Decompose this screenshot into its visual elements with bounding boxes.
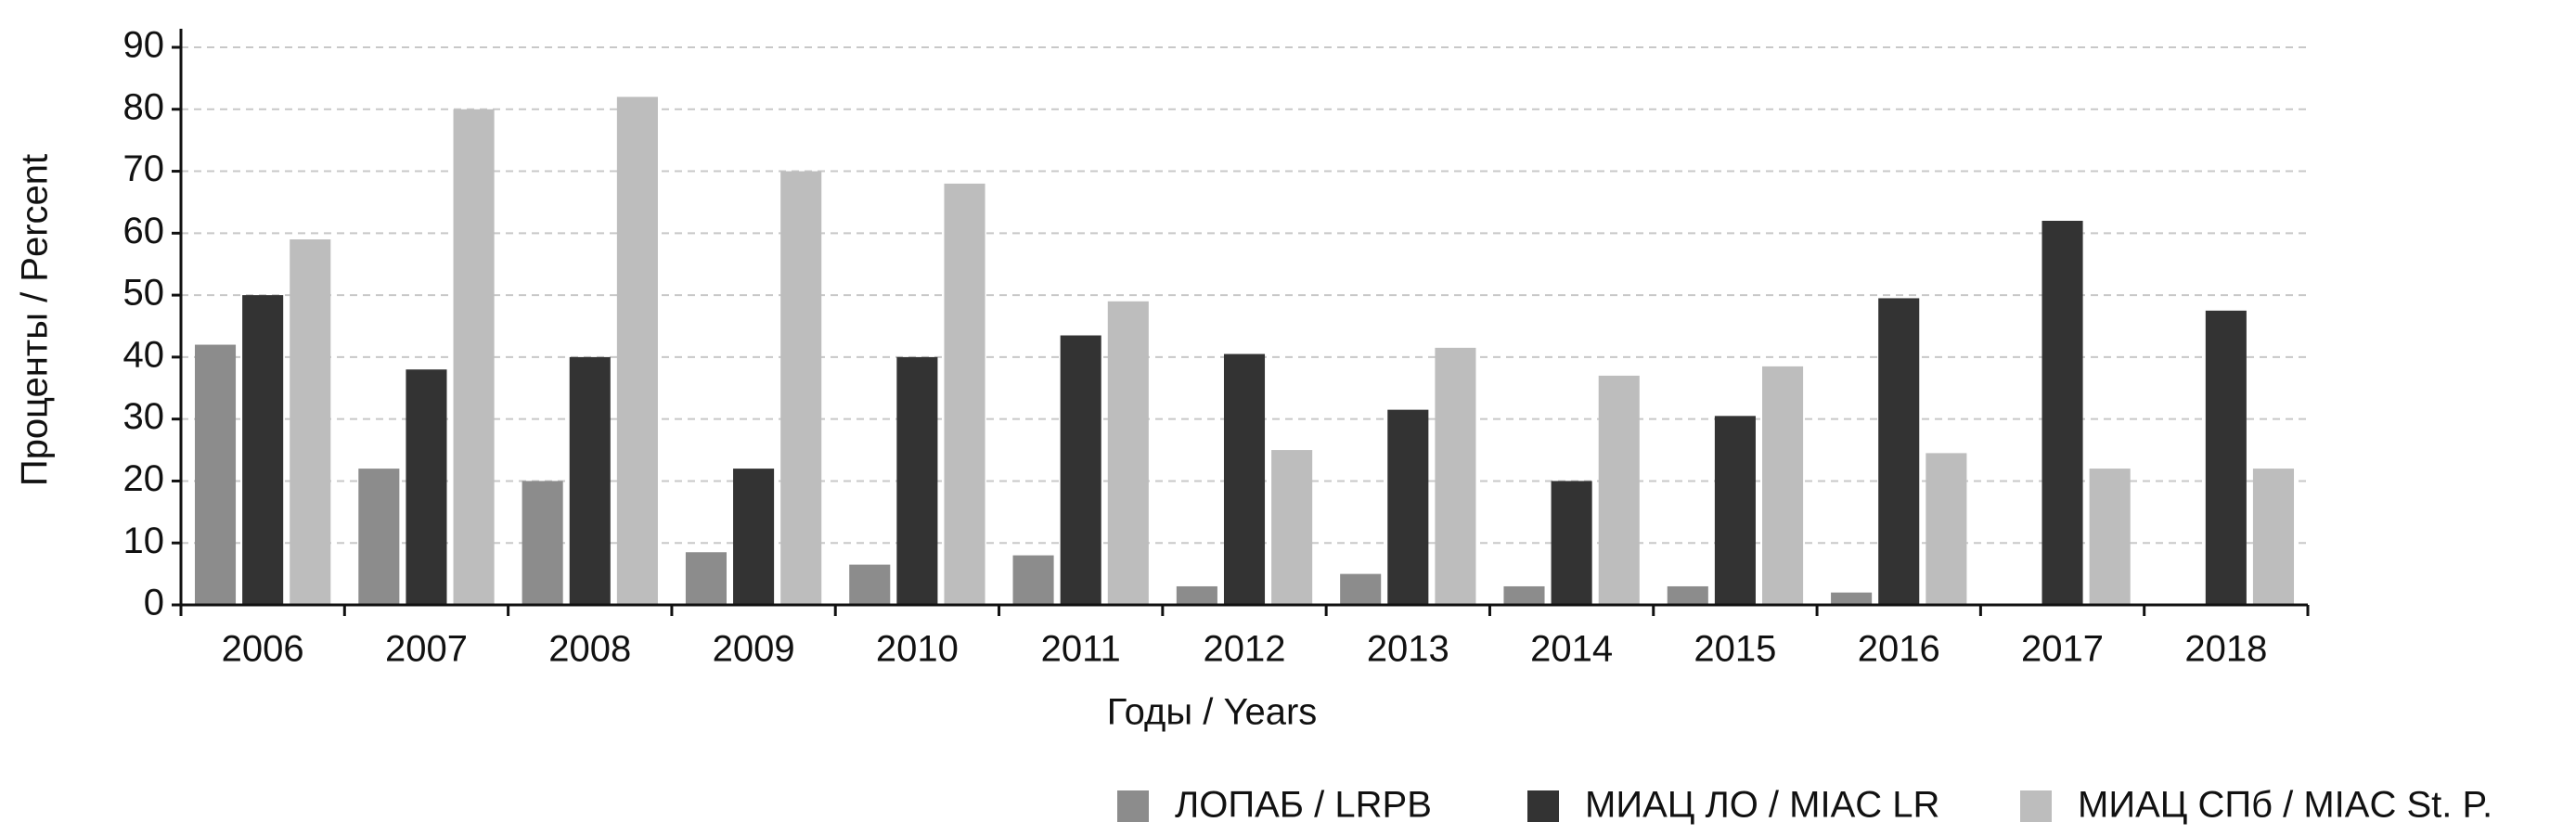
y-tick-label: 80 bbox=[123, 86, 165, 127]
y-tick-label: 60 bbox=[123, 211, 165, 251]
y-tick-label: 20 bbox=[123, 458, 165, 499]
x-axis-label: Годы / Years bbox=[1107, 692, 1318, 733]
bar bbox=[1060, 335, 1101, 605]
bar bbox=[242, 295, 284, 605]
bar bbox=[358, 469, 400, 605]
bar bbox=[1551, 481, 1592, 605]
x-tick-label: 2016 bbox=[1858, 629, 1940, 670]
y-tick-label: 0 bbox=[144, 583, 164, 623]
y-tick-label: 50 bbox=[123, 273, 165, 314]
bar bbox=[1387, 409, 1429, 605]
legend-label: ЛОПАБ / LRPB bbox=[1175, 785, 1432, 826]
x-tick-label: 2009 bbox=[713, 629, 795, 670]
bar bbox=[1503, 585, 1545, 605]
bar bbox=[2089, 469, 2131, 605]
y-axis-label: Проценты / Percent bbox=[15, 154, 56, 486]
bar bbox=[849, 564, 891, 605]
y-tick-label: 30 bbox=[123, 396, 165, 437]
x-tick-label: 2014 bbox=[1530, 629, 1613, 670]
bar bbox=[2041, 220, 2083, 605]
y-tick-label: 90 bbox=[123, 25, 165, 66]
legend-swatch bbox=[1527, 790, 1559, 822]
bar bbox=[1878, 298, 1920, 605]
x-tick-label: 2007 bbox=[385, 629, 468, 670]
bar bbox=[1340, 573, 1382, 605]
x-tick-label: 2011 bbox=[1041, 629, 1121, 670]
x-tick-label: 2012 bbox=[1204, 629, 1286, 670]
bar bbox=[1435, 347, 1476, 605]
bar bbox=[1762, 366, 1804, 605]
legend-label: МИАЦ СПб / MIAC St. P. bbox=[2078, 785, 2492, 826]
x-tick-label: 2015 bbox=[1694, 629, 1776, 670]
x-tick-label: 2010 bbox=[876, 629, 959, 670]
legend-swatch bbox=[2020, 790, 2052, 822]
x-tick-label: 2006 bbox=[222, 629, 304, 670]
x-tick-label: 2017 bbox=[2021, 629, 2104, 670]
bar bbox=[944, 183, 985, 605]
bar bbox=[569, 356, 611, 605]
y-tick-label: 70 bbox=[123, 148, 165, 189]
bar bbox=[616, 96, 658, 605]
legend-label: МИАЦ ЛО / MIAC LR bbox=[1585, 785, 1939, 826]
bar bbox=[453, 109, 495, 606]
bar bbox=[896, 356, 938, 605]
bar bbox=[1176, 585, 1217, 605]
bar bbox=[2205, 310, 2247, 605]
bar bbox=[194, 344, 237, 605]
bar bbox=[733, 469, 775, 605]
bar bbox=[780, 171, 822, 606]
bar bbox=[406, 369, 447, 605]
legend-swatch bbox=[1117, 790, 1149, 822]
bar bbox=[2252, 469, 2295, 605]
y-tick-label: 40 bbox=[123, 334, 165, 375]
bar bbox=[685, 552, 727, 605]
x-tick-label: 2008 bbox=[548, 629, 631, 670]
x-tick-label: 2013 bbox=[1367, 629, 1449, 670]
bar bbox=[1714, 416, 1756, 605]
bar bbox=[290, 239, 331, 605]
bar bbox=[1223, 353, 1266, 605]
bar bbox=[1012, 555, 1054, 605]
y-tick-label: 10 bbox=[123, 520, 165, 561]
bar bbox=[1667, 585, 1708, 605]
x-tick-label: 2018 bbox=[2184, 629, 2267, 670]
bar bbox=[1926, 453, 1967, 605]
bar bbox=[522, 481, 563, 605]
bar bbox=[1107, 301, 1149, 605]
bar bbox=[1598, 375, 1640, 605]
bar bbox=[1271, 450, 1313, 605]
bar bbox=[1831, 592, 1873, 605]
